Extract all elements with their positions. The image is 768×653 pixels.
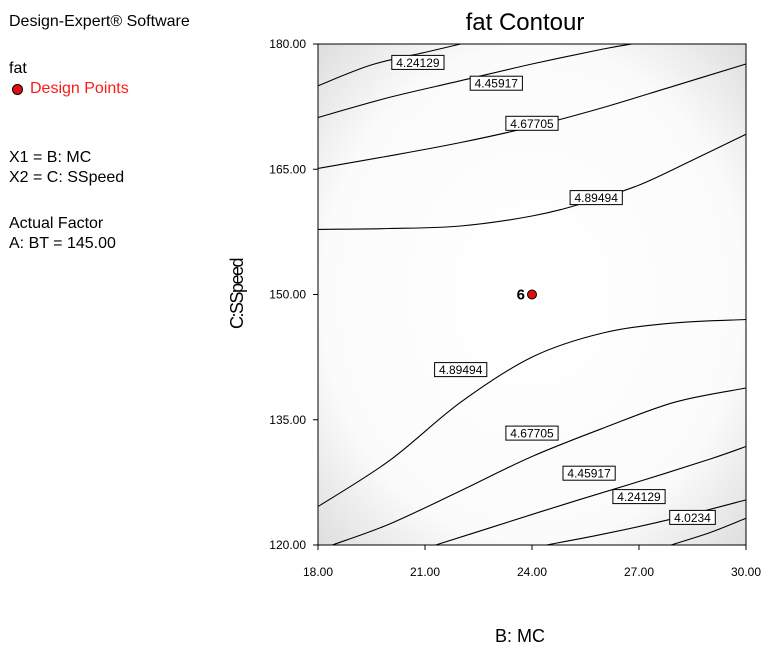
- contour-label-text: 4.89494: [439, 363, 483, 377]
- contour-label-8: 4.24129: [612, 489, 666, 505]
- y-tick-label: 120.00: [269, 538, 306, 552]
- contour-label-5: 4.89494: [434, 362, 488, 378]
- y-tick-label: 165.00: [269, 162, 306, 176]
- design-point-marker: [527, 289, 537, 300]
- contour-label-box: [505, 115, 559, 131]
- contour-line-8: [546, 499, 747, 546]
- contour-label-box: [469, 75, 523, 91]
- y-tick-label: 150.00: [269, 288, 306, 302]
- contour-label-text: 4.0234: [674, 511, 711, 525]
- contour-label-text: 4.24129: [396, 56, 440, 70]
- contour-line-5: [317, 318, 747, 508]
- contour-label-7: 4.45917: [562, 465, 616, 481]
- contour-label-box: [391, 54, 445, 70]
- y-axis-label: C:SSpeed: [227, 258, 247, 329]
- actual-factor-value: A: BT = 145.00: [9, 235, 116, 252]
- design-point-label: 6: [517, 287, 525, 304]
- x1-factor: X1 = B: MC: [9, 149, 92, 166]
- contour-labels: 4.24129 4.45917 4.67705 4.89494 4.89494 4.677…: [391, 54, 716, 525]
- y-tick-label: 135.00: [269, 413, 306, 427]
- contour-label-text: 4.45917: [475, 77, 519, 91]
- contour-line-4: [317, 133, 747, 230]
- contour-label-box: [505, 425, 559, 441]
- contour-label-text: 4.89494: [575, 191, 619, 205]
- contour-label-box: [562, 465, 616, 481]
- x-tick-label: 21.00: [410, 565, 440, 579]
- response-name: fat: [9, 60, 27, 77]
- contour-label-text: 4.45917: [567, 467, 611, 481]
- contour-label-6: 4.67705: [505, 425, 559, 441]
- x-tick-label: 30.00: [731, 565, 761, 579]
- contour-label-text: 4.67705: [510, 117, 554, 131]
- contour-line-9: [670, 517, 747, 546]
- x-tick-label: 18.00: [303, 565, 333, 579]
- contour-label-9: 4.0234: [669, 509, 716, 525]
- design-point-marker-icon: [12, 83, 23, 95]
- chart-title: fat Contour: [466, 9, 585, 36]
- axes: 18.00 21.00 24.00 27.00 30.00 120.00 135.00 150…: [269, 37, 761, 579]
- software-name: Design-Expert® Software: [9, 13, 190, 30]
- contour-line-7: [435, 445, 747, 546]
- x-tick-label: 27.00: [624, 565, 654, 579]
- x2-factor: X2 = C: SSpeed: [9, 169, 125, 186]
- y-tick-label: 180.00: [269, 37, 306, 51]
- contour-label-3: 4.67705: [505, 115, 559, 131]
- contour-label-box: [434, 362, 488, 378]
- contour-label-text: 4.67705: [510, 427, 554, 441]
- actual-factor-title: Actual Factor: [9, 215, 104, 232]
- design-points-legend: Design Points: [9, 79, 129, 99]
- contour-label-box: [569, 190, 623, 206]
- contour-label-1: 4.24129: [391, 54, 445, 70]
- contour-label-2: 4.45917: [469, 75, 523, 91]
- x-axis-label: B: MC: [495, 626, 545, 646]
- contour-line-2: [317, 43, 632, 119]
- legend-label: Design Points: [30, 80, 129, 97]
- design-points: 6: [517, 287, 537, 304]
- contour-label-4: 4.89494: [569, 190, 623, 206]
- contour-label-text: 4.24129: [617, 490, 661, 504]
- contour-label-box: [612, 489, 666, 505]
- x-tick-label: 24.00: [517, 565, 547, 579]
- contour-label-box: [669, 509, 716, 525]
- contour-line-6: [332, 387, 747, 546]
